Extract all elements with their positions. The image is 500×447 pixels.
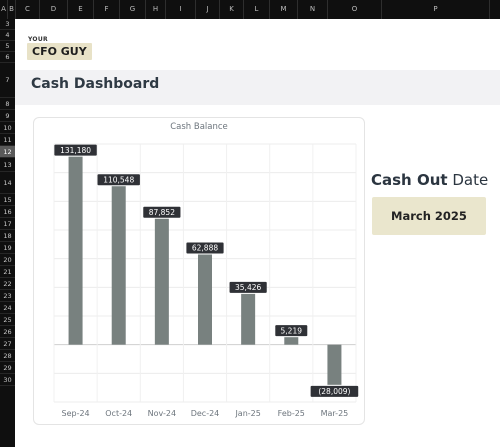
row-header-13[interactable]: 13	[0, 158, 15, 172]
column-header-g[interactable]: G	[120, 0, 146, 19]
svg-text:110,548: 110,548	[103, 175, 134, 184]
row-header-15[interactable]: 15	[0, 194, 15, 206]
data-label-oct-24: 110,548	[97, 174, 140, 186]
bar-mar-25[interactable]	[327, 344, 342, 385]
x-tick-label: Sep-24	[61, 409, 89, 418]
column-header-l[interactable]: L	[244, 0, 270, 19]
svg-text:35,426: 35,426	[235, 283, 261, 292]
column-header-a[interactable]: A	[0, 0, 8, 19]
svg-text:62,888: 62,888	[192, 244, 218, 253]
row-header-11[interactable]: 11	[0, 134, 15, 146]
row-header-19[interactable]: 19	[0, 242, 15, 254]
svg-text:87,852: 87,852	[149, 208, 175, 217]
column-header-j[interactable]: J	[196, 0, 220, 19]
bar-jan-25[interactable]	[241, 293, 256, 345]
brand-prefix: YOUR	[28, 36, 48, 43]
column-header-b[interactable]: B	[8, 0, 16, 19]
row-header-14[interactable]: 14	[0, 172, 15, 194]
svg-text:131,180: 131,180	[60, 146, 91, 155]
row-header-26[interactable]: 26	[0, 326, 15, 338]
row-header-12[interactable]: 12	[0, 146, 15, 158]
sheet-canvas: YOUR CFO GUY Cash Dashboard Cash Balance…	[15, 19, 500, 447]
column-header-i[interactable]: I	[166, 0, 196, 19]
row-header-bar: 3 4 5 6 7 8 9 10 11 12 13 14 15 16 17 18 19 20 21 22 23 24 25 2…	[0, 19, 16, 447]
row-header-8[interactable]: 8	[0, 98, 15, 110]
row-header-3[interactable]: 3	[0, 19, 15, 30]
chart-plot: 131,180 Sep-24 110,548 Oct-24 87,852 Nov-24 62…	[53, 143, 359, 418]
row-header-28[interactable]: 28	[0, 350, 15, 362]
column-header-n[interactable]: N	[298, 0, 328, 19]
cash-balance-chart[interactable]: Cash Balance 131,180 Sep-24 110,548 Oct-24 8…	[33, 117, 365, 425]
page-title: Cash Dashboard	[31, 76, 160, 92]
bar-oct-24[interactable]	[111, 186, 126, 345]
svg-text:5,219: 5,219	[281, 326, 303, 335]
column-header-h[interactable]: H	[146, 0, 166, 19]
bar-nov-24[interactable]	[154, 218, 169, 345]
bar-dec-24[interactable]	[198, 254, 212, 345]
data-label-feb-25: 5,219	[275, 325, 308, 337]
row-header-20[interactable]: 20	[0, 254, 15, 266]
column-header-f[interactable]: F	[94, 0, 120, 19]
row-header-24[interactable]: 24	[0, 302, 15, 314]
data-label-nov-24: 87,852	[143, 206, 181, 218]
x-tick-label: Jan-25	[234, 409, 260, 418]
row-header-9[interactable]: 9	[0, 110, 15, 122]
cash-out-heading-rest: Date	[447, 171, 489, 189]
row-header-10[interactable]: 10	[0, 122, 15, 134]
column-header-k[interactable]: K	[220, 0, 244, 19]
row-header-16[interactable]: 16	[0, 206, 15, 218]
brand-logo: CFO GUY	[27, 43, 92, 60]
chart-title: Cash Balance	[170, 122, 228, 132]
x-tick-label: Dec-24	[191, 409, 220, 418]
bar-sep-24[interactable]	[68, 156, 83, 345]
row-header-17[interactable]: 17	[0, 218, 15, 230]
row-header-22[interactable]: 22	[0, 278, 15, 290]
column-header-c[interactable]: C	[16, 0, 40, 19]
row-header-7[interactable]: 7	[0, 63, 15, 98]
data-label-jan-25: 35,426	[229, 281, 267, 293]
data-label-sep-24: 131,180	[54, 144, 97, 156]
row-header-5[interactable]: 5	[0, 41, 15, 52]
data-label-dec-24: 62,888	[186, 242, 224, 254]
column-header-m[interactable]: M	[270, 0, 298, 19]
row-header-30[interactable]: 30	[0, 374, 15, 386]
x-tick-label: Mar-25	[321, 409, 349, 418]
column-header-d[interactable]: D	[40, 0, 68, 19]
row-header-6[interactable]: 6	[0, 52, 15, 63]
x-tick-label: Feb-25	[278, 409, 305, 418]
column-header-e[interactable]: E	[68, 0, 94, 19]
cash-out-heading: Cash Out Date	[371, 171, 488, 189]
svg-text:(28,009): (28,009)	[318, 387, 350, 396]
column-header-p[interactable]: P	[382, 0, 490, 19]
cash-out-date-value[interactable]: March 2025	[372, 197, 486, 235]
row-header-27[interactable]: 27	[0, 338, 15, 350]
cash-out-heading-bold: Cash Out	[371, 171, 448, 189]
row-header-4[interactable]: 4	[0, 30, 15, 41]
x-tick-label: Oct-24	[105, 409, 132, 418]
title-band	[15, 70, 500, 105]
bar-feb-25[interactable]	[284, 337, 299, 345]
column-header-o[interactable]: O	[328, 0, 382, 19]
row-header-25[interactable]: 25	[0, 314, 15, 326]
row-header-21[interactable]: 21	[0, 266, 15, 278]
row-header-29[interactable]: 29	[0, 362, 15, 374]
row-header-23[interactable]: 23	[0, 290, 15, 302]
row-header-18[interactable]: 18	[0, 230, 15, 242]
x-tick-label: Nov-24	[148, 409, 176, 418]
data-label-mar-25: (28,009)	[310, 385, 359, 397]
